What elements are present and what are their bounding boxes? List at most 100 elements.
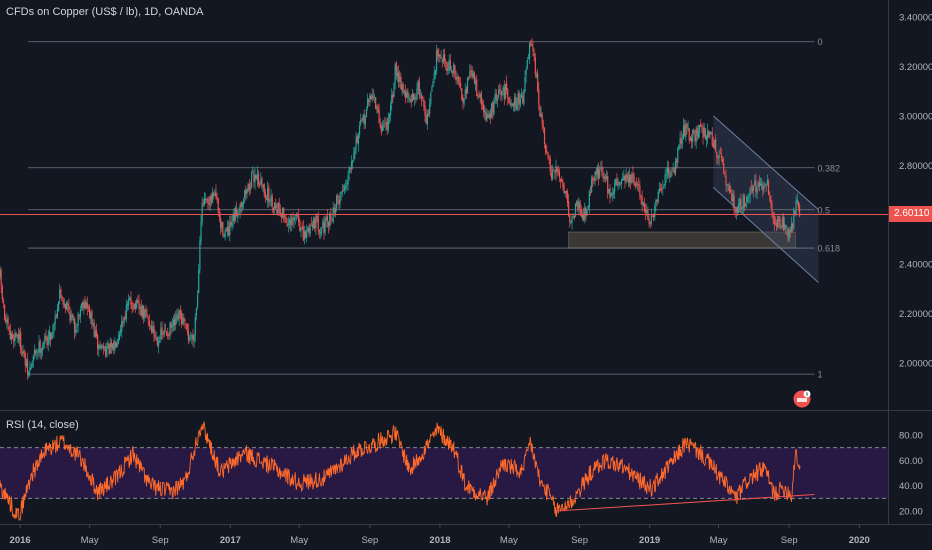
candle-body [256,172,258,181]
candle-body [239,203,241,213]
candle-body [386,121,388,130]
candle-body [586,209,588,216]
candle-body [307,227,309,231]
candle-body [406,92,408,98]
candle-body [387,116,389,131]
candle-body [424,106,426,116]
candle-body [308,227,310,234]
candle-body [651,215,654,217]
candle-body [118,334,121,340]
rsi-tick-label: 60.00 [899,456,923,467]
candle-body [638,184,640,186]
candle-body [767,181,770,195]
candle-body [263,184,265,195]
candle-body [231,222,233,227]
candle-body [624,175,626,182]
candle-body [665,174,667,176]
channel-lower-line[interactable] [713,187,819,284]
candle-body [455,76,457,81]
candle-body [98,344,100,350]
candle-body [383,125,385,127]
candle-body [734,210,736,213]
candle-body [384,123,386,125]
candle-body [717,156,719,158]
candle-body [147,317,149,320]
support-zone[interactable] [568,231,797,249]
fibonacci-retracement[interactable]: 0 0.382 0.5 0.618 1 [28,37,840,380]
candle-body [782,216,785,231]
candle-body [419,94,422,96]
candle-body [97,335,99,349]
candle-body [657,191,659,203]
candle-body [741,208,743,210]
candle-body [724,174,726,175]
candle-body [140,305,142,317]
candle-body [116,343,118,348]
x-tick-label: May [710,535,728,546]
candle-body [257,174,260,185]
tradingview-logo-icon[interactable]: 9 [793,390,811,408]
candle-body [141,305,144,316]
candle-body [457,76,459,83]
candle-body [463,97,465,104]
candle-body [671,170,673,172]
candle-body [686,123,688,128]
candle-body [241,202,243,207]
candle-body [153,324,155,335]
candle-body [754,181,756,186]
candle-body [757,182,759,188]
candle-body [488,114,490,119]
candle-body [433,72,435,80]
candle-body [225,229,227,231]
candle-body [572,216,574,218]
candle-body [14,333,16,341]
candle-body [483,104,485,112]
candle-body [666,167,669,173]
candle-body [613,183,616,193]
candle-body [655,200,657,206]
candle-body [159,341,161,342]
candle-body [191,335,193,338]
candle-body [418,80,420,95]
candle-body [788,230,790,240]
candle-body [743,196,746,208]
candle-body [597,168,600,179]
rsi-line [0,420,801,521]
candle-body [750,186,752,188]
candle-body [198,269,200,294]
candle-body [372,96,374,98]
channel-fill[interactable] [713,115,819,283]
candle-body [662,187,664,190]
candle-body [466,78,469,93]
descending-channel[interactable] [713,115,819,284]
rsi-tick-label: 80.00 [899,431,923,442]
candle-body [341,190,343,192]
candle-body [369,95,371,103]
candle-body [152,326,154,333]
candle-body [122,321,124,322]
candle-body [145,309,147,314]
candle-body [522,96,524,103]
support-zone-rect[interactable] [568,231,797,249]
candle-body [60,289,62,298]
candle-body [314,219,316,229]
candle-body [215,191,217,198]
candle-body [751,188,754,192]
candle-body [367,98,369,108]
candle-body [794,211,796,213]
candle-body [62,299,64,305]
candle-body [570,221,572,224]
candle-body [546,151,548,153]
candle-body [740,198,742,210]
rsi-tick-label: 40.00 [899,481,923,492]
candle-body [279,210,281,215]
candle-body [569,215,571,223]
candle-body [219,218,222,228]
candle-body [196,294,199,308]
candle-body [442,54,445,63]
candle-body [16,334,18,336]
candle-body [46,336,48,346]
fib-level-label: 0.382 [817,163,840,173]
channel-upper-line[interactable] [713,115,819,211]
